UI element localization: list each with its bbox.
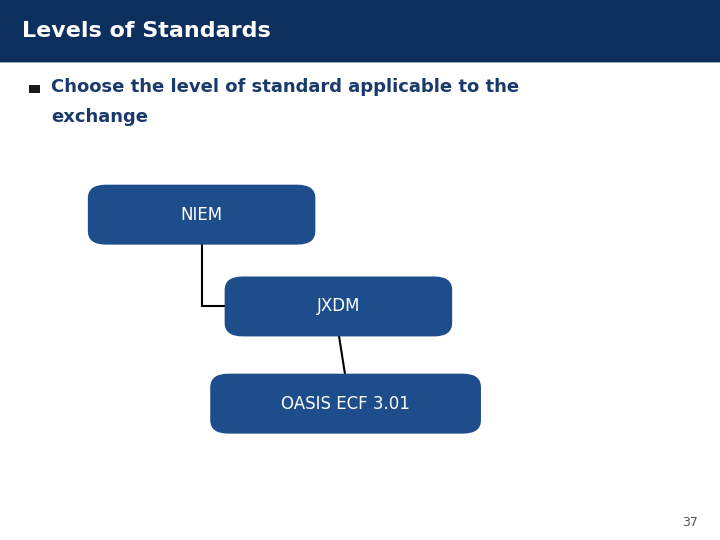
FancyBboxPatch shape	[88, 185, 315, 245]
Text: Levels of Standards: Levels of Standards	[22, 21, 270, 41]
Bar	[29, 85, 40, 93]
FancyBboxPatch shape	[0, 0, 720, 62]
FancyBboxPatch shape	[210, 374, 481, 434]
FancyBboxPatch shape	[225, 276, 452, 336]
Text: NIEM: NIEM	[181, 206, 222, 224]
Text: OASIS ECF 3.01: OASIS ECF 3.01	[282, 395, 410, 413]
Text: JXDM: JXDM	[317, 298, 360, 315]
Text: Choose the level of standard applicable to the: Choose the level of standard applicable …	[51, 78, 519, 96]
Text: exchange: exchange	[51, 108, 148, 126]
Text: 37: 37	[683, 516, 698, 529]
